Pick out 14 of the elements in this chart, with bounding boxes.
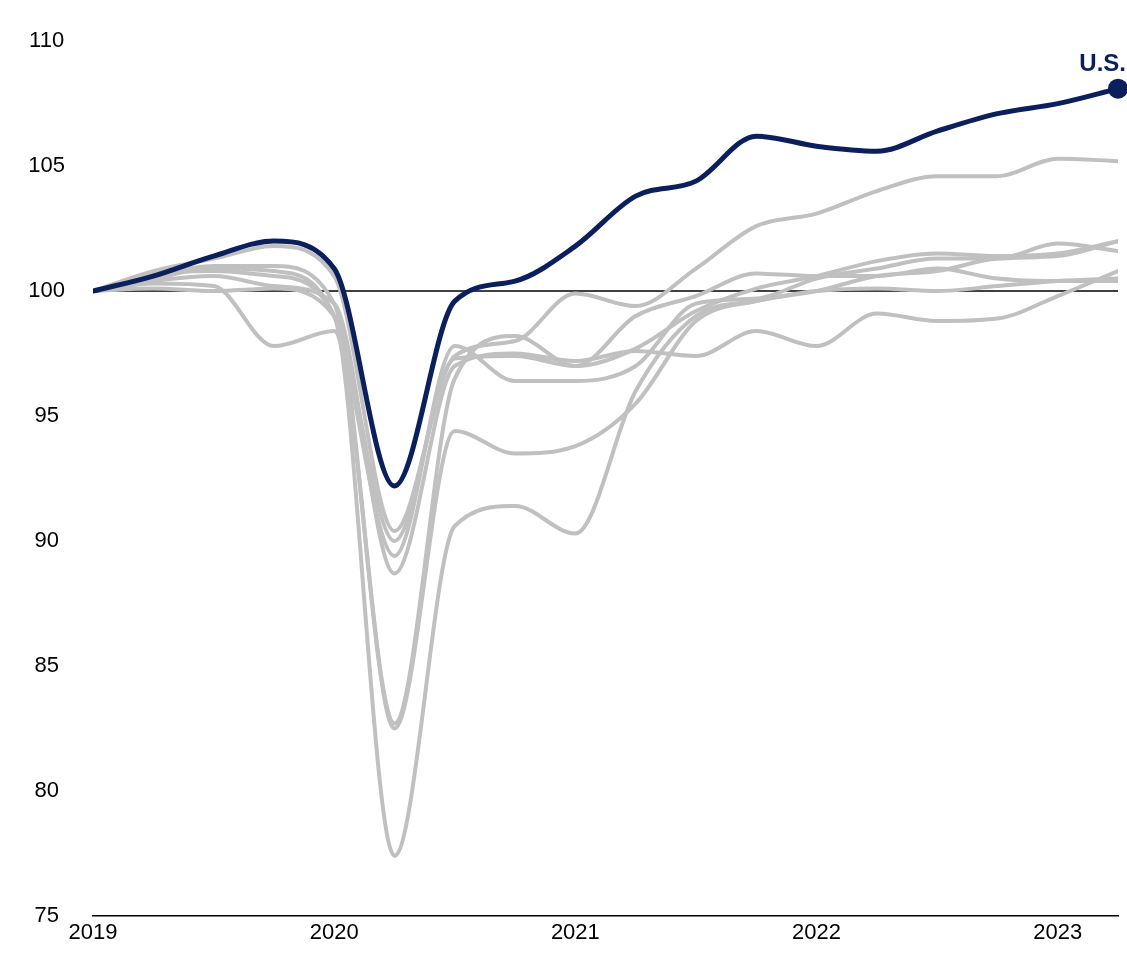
- y-tick-label: 110: [29, 27, 65, 53]
- y-tick-label: 95: [34, 402, 59, 428]
- y-tick-label: 85: [34, 651, 59, 677]
- y-tick-label: 90: [34, 527, 59, 553]
- x-tick-label: 2019: [68, 919, 118, 945]
- y-tick-label: 80: [34, 776, 59, 802]
- y-tick-label: 100: [28, 277, 66, 303]
- x-tick-label: 2022: [792, 919, 842, 945]
- series-label: U.S.: [1079, 49, 1126, 77]
- y-tick-label: 75: [34, 901, 59, 927]
- x-tick-label: 2023: [1033, 919, 1083, 945]
- y-tick-label: 105: [28, 152, 66, 178]
- x-tick-label: 2020: [309, 919, 359, 945]
- x-tick-label: 2021: [550, 919, 600, 945]
